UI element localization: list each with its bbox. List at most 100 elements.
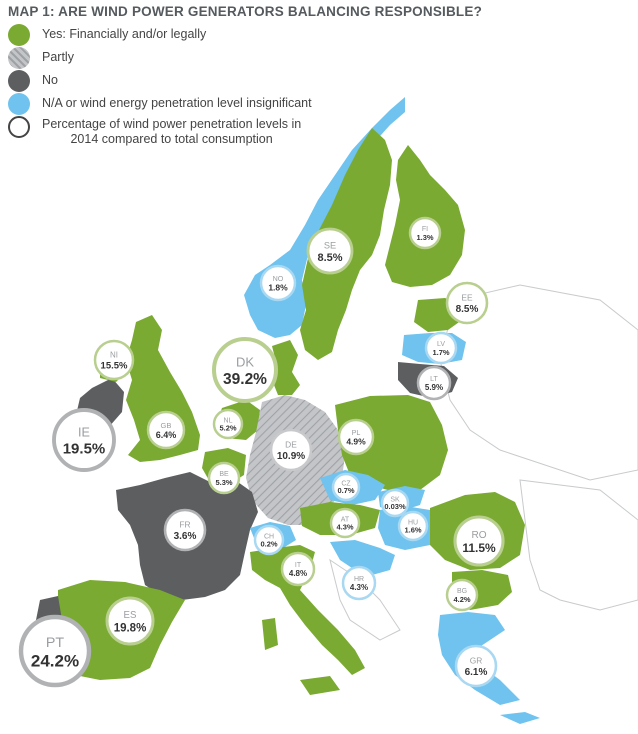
bubble-circle (93, 339, 135, 381)
bubble-circle (445, 281, 489, 325)
country-code-label: EE (461, 293, 473, 303)
legend-label-no: No (42, 73, 58, 87)
country-pct-label: 19.8% (114, 622, 147, 634)
country-pct-label: 39.2% (223, 371, 267, 388)
country-bubbles: SE8.5% FI1.3% NO1.8% EE8.5% LV1.7% LT5.9% NI15… (18, 216, 505, 688)
country-code-label: LT (430, 376, 438, 383)
bubble-circle (52, 408, 116, 472)
country-pct-label: 1.6% (404, 525, 421, 534)
page-title: MAP 1: ARE WIND POWER GENERATORS BALANCI… (8, 4, 483, 19)
country-code-label: PT (46, 635, 65, 651)
country-bubble-ie: IE 19.5% (52, 408, 116, 472)
country-pct-label: 4.3% (336, 522, 353, 531)
country-shape-fi (385, 145, 465, 287)
bubble-circle (329, 507, 361, 539)
country-bubble-at: AT4.3% (329, 507, 361, 539)
country-code-label: SK (390, 496, 400, 503)
country-code-label: AT (341, 516, 350, 523)
bubble-circle (163, 508, 207, 552)
country-pct-label: 24.2% (31, 651, 79, 670)
country-code-label: FR (179, 520, 190, 530)
bubble-circle (105, 596, 155, 646)
country-code-label: NO (273, 275, 284, 283)
country-pct-label: 1.8% (268, 283, 288, 293)
country-code-label: NL (224, 417, 233, 424)
country-code-label: DK (236, 354, 254, 369)
country-pct-label: 3.6% (174, 531, 197, 542)
legend-label-pct-line1: Percentage of wind power penetration lev… (42, 117, 302, 131)
bubble-circle (211, 336, 279, 404)
bubble-circle (453, 515, 505, 567)
country-bubble-fr: FR3.6% (163, 508, 207, 552)
country-code-label: HR (354, 576, 364, 583)
country-bubble-bg: BG4.2% (445, 578, 479, 612)
country-shape-gr (438, 612, 540, 724)
legend-swatch-no (8, 70, 30, 92)
country-code-label: LV (437, 341, 445, 348)
legend-label-yes: Yes: Financially and/or legally (42, 27, 207, 41)
country-code-label: HU (408, 519, 418, 526)
bubble-circle (416, 365, 452, 401)
country-bubble-no: NO1.8% (259, 264, 297, 302)
legend-swatch-partly (8, 47, 30, 69)
country-pct-label: 10.9% (277, 451, 305, 462)
bubble-circle (253, 524, 285, 556)
country-pct-label: 4.9% (346, 437, 366, 447)
country-pct-label: 5.9% (425, 383, 443, 392)
country-bubble-hu: HU1.6% (397, 510, 429, 542)
country-code-label: FI (422, 226, 428, 233)
bubble-circle (337, 418, 375, 456)
country-bubble-se: SE 8.5% (306, 227, 354, 275)
bubble-circle (18, 614, 92, 688)
country-shape-hr (330, 540, 395, 575)
country-pct-label: 4.8% (289, 569, 307, 578)
bubble-circle (397, 510, 429, 542)
country-bubble-lt: LT5.9% (416, 365, 452, 401)
country-bubble-gr: GR6.1% (454, 644, 498, 688)
country-shape-pl (335, 395, 448, 492)
country-bubble-be: BE5.3% (207, 461, 241, 495)
country-pct-label: 1.7% (432, 348, 449, 357)
bubble-circle (306, 227, 354, 275)
country-bubble-ee: EE8.5% (445, 281, 489, 325)
country-code-label: CH (264, 533, 274, 540)
bubble-circle (146, 410, 186, 450)
legend-swatch-pct (8, 116, 30, 138)
bubble-circle (445, 578, 479, 612)
country-pct-label: 11.5% (462, 541, 496, 555)
country-bubble-hr: HR4.3% (341, 565, 377, 601)
country-pct-label: 19.5% (63, 441, 106, 458)
bubble-circle (454, 644, 498, 688)
country-pct-label: 6.4% (156, 430, 177, 440)
country-bubble-it: IT4.8% (280, 551, 316, 587)
country-code-label: RO (471, 530, 486, 541)
bubble-circle (341, 565, 377, 601)
country-pct-label: 4.2% (453, 595, 470, 604)
country-pct-label: 1.3% (416, 233, 433, 242)
bubble-circle (212, 408, 244, 440)
country-pct-label: 8.5% (456, 304, 479, 315)
legend-label-na: N/A or wind energy penetration level ins… (42, 96, 312, 110)
legend-item-no: No (8, 70, 58, 92)
country-bubble-gb: GB6.4% (146, 410, 186, 450)
country-code-label: CZ (341, 480, 351, 487)
country-pct-label: 5.2% (219, 423, 236, 432)
country-bubble-sk: SK0.03% (380, 488, 410, 518)
legend-swatch-yes (8, 24, 30, 46)
country-code-label: DE (285, 440, 297, 450)
legend-label-pct: Percentage of wind power penetration lev… (42, 116, 301, 147)
country-pct-label: 5.3% (215, 478, 232, 487)
legend-item-na: N/A or wind energy penetration level ins… (8, 93, 312, 115)
country-code-label: BG (457, 588, 467, 595)
legend-item-pct: Percentage of wind power penetration lev… (8, 116, 301, 147)
bubble-circle (269, 428, 313, 472)
bubble-circle (380, 488, 410, 518)
country-bubble-fi: FI1.3% (408, 216, 442, 250)
bubble-circle (207, 461, 241, 495)
bubble-circle (280, 551, 316, 587)
